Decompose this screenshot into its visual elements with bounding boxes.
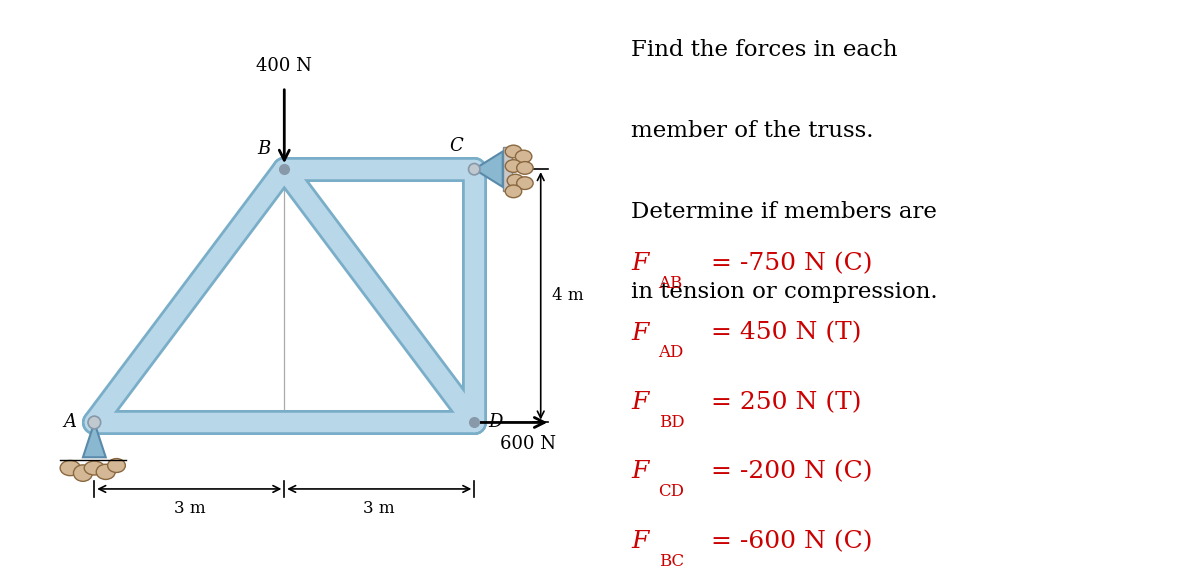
Ellipse shape — [505, 160, 522, 173]
Text: D: D — [488, 413, 503, 431]
Text: in tension or compression.: in tension or compression. — [630, 281, 937, 303]
Text: A: A — [64, 413, 77, 431]
Text: 400 N: 400 N — [256, 57, 313, 75]
Text: 4 m: 4 m — [552, 287, 583, 305]
Text: AD: AD — [658, 345, 685, 361]
Circle shape — [88, 416, 101, 429]
Ellipse shape — [515, 150, 532, 163]
Ellipse shape — [73, 465, 93, 481]
Text: CD: CD — [658, 483, 685, 500]
Ellipse shape — [84, 461, 105, 475]
Text: Determine if members are: Determine if members are — [630, 200, 937, 222]
Text: $\mathregular{F}$: $\mathregular{F}$ — [630, 530, 651, 553]
Text: C: C — [449, 137, 463, 155]
Ellipse shape — [60, 460, 81, 475]
Text: $\mathregular{F}$: $\mathregular{F}$ — [630, 460, 651, 483]
Ellipse shape — [96, 464, 115, 479]
Text: 600 N: 600 N — [500, 435, 556, 453]
Text: = -600 N (C): = -600 N (C) — [703, 530, 872, 553]
Text: BC: BC — [658, 553, 683, 570]
Ellipse shape — [516, 162, 533, 174]
Text: B: B — [257, 140, 271, 158]
Text: 3 m: 3 m — [173, 500, 206, 518]
Text: BD: BD — [658, 414, 685, 431]
Text: AB: AB — [658, 275, 683, 292]
Polygon shape — [503, 147, 512, 192]
Polygon shape — [474, 152, 503, 187]
Text: 3 m: 3 m — [363, 500, 395, 518]
Text: Find the forces in each: Find the forces in each — [630, 39, 897, 61]
Text: $\mathregular{F}$: $\mathregular{F}$ — [630, 321, 651, 345]
Text: $\mathregular{F}$: $\mathregular{F}$ — [630, 391, 651, 414]
Ellipse shape — [505, 185, 522, 197]
Polygon shape — [83, 423, 106, 457]
Text: = -750 N (C): = -750 N (C) — [703, 252, 872, 275]
Ellipse shape — [508, 174, 523, 187]
Ellipse shape — [107, 459, 125, 472]
Text: = 250 N (T): = 250 N (T) — [703, 391, 861, 414]
Ellipse shape — [505, 145, 522, 158]
Circle shape — [468, 163, 480, 175]
Text: member of the truss.: member of the truss. — [630, 120, 873, 142]
Ellipse shape — [516, 177, 533, 189]
Text: = 450 N (T): = 450 N (T) — [703, 321, 861, 345]
Text: = -200 N (C): = -200 N (C) — [703, 460, 872, 483]
Text: $\mathregular{F}$: $\mathregular{F}$ — [630, 252, 651, 275]
